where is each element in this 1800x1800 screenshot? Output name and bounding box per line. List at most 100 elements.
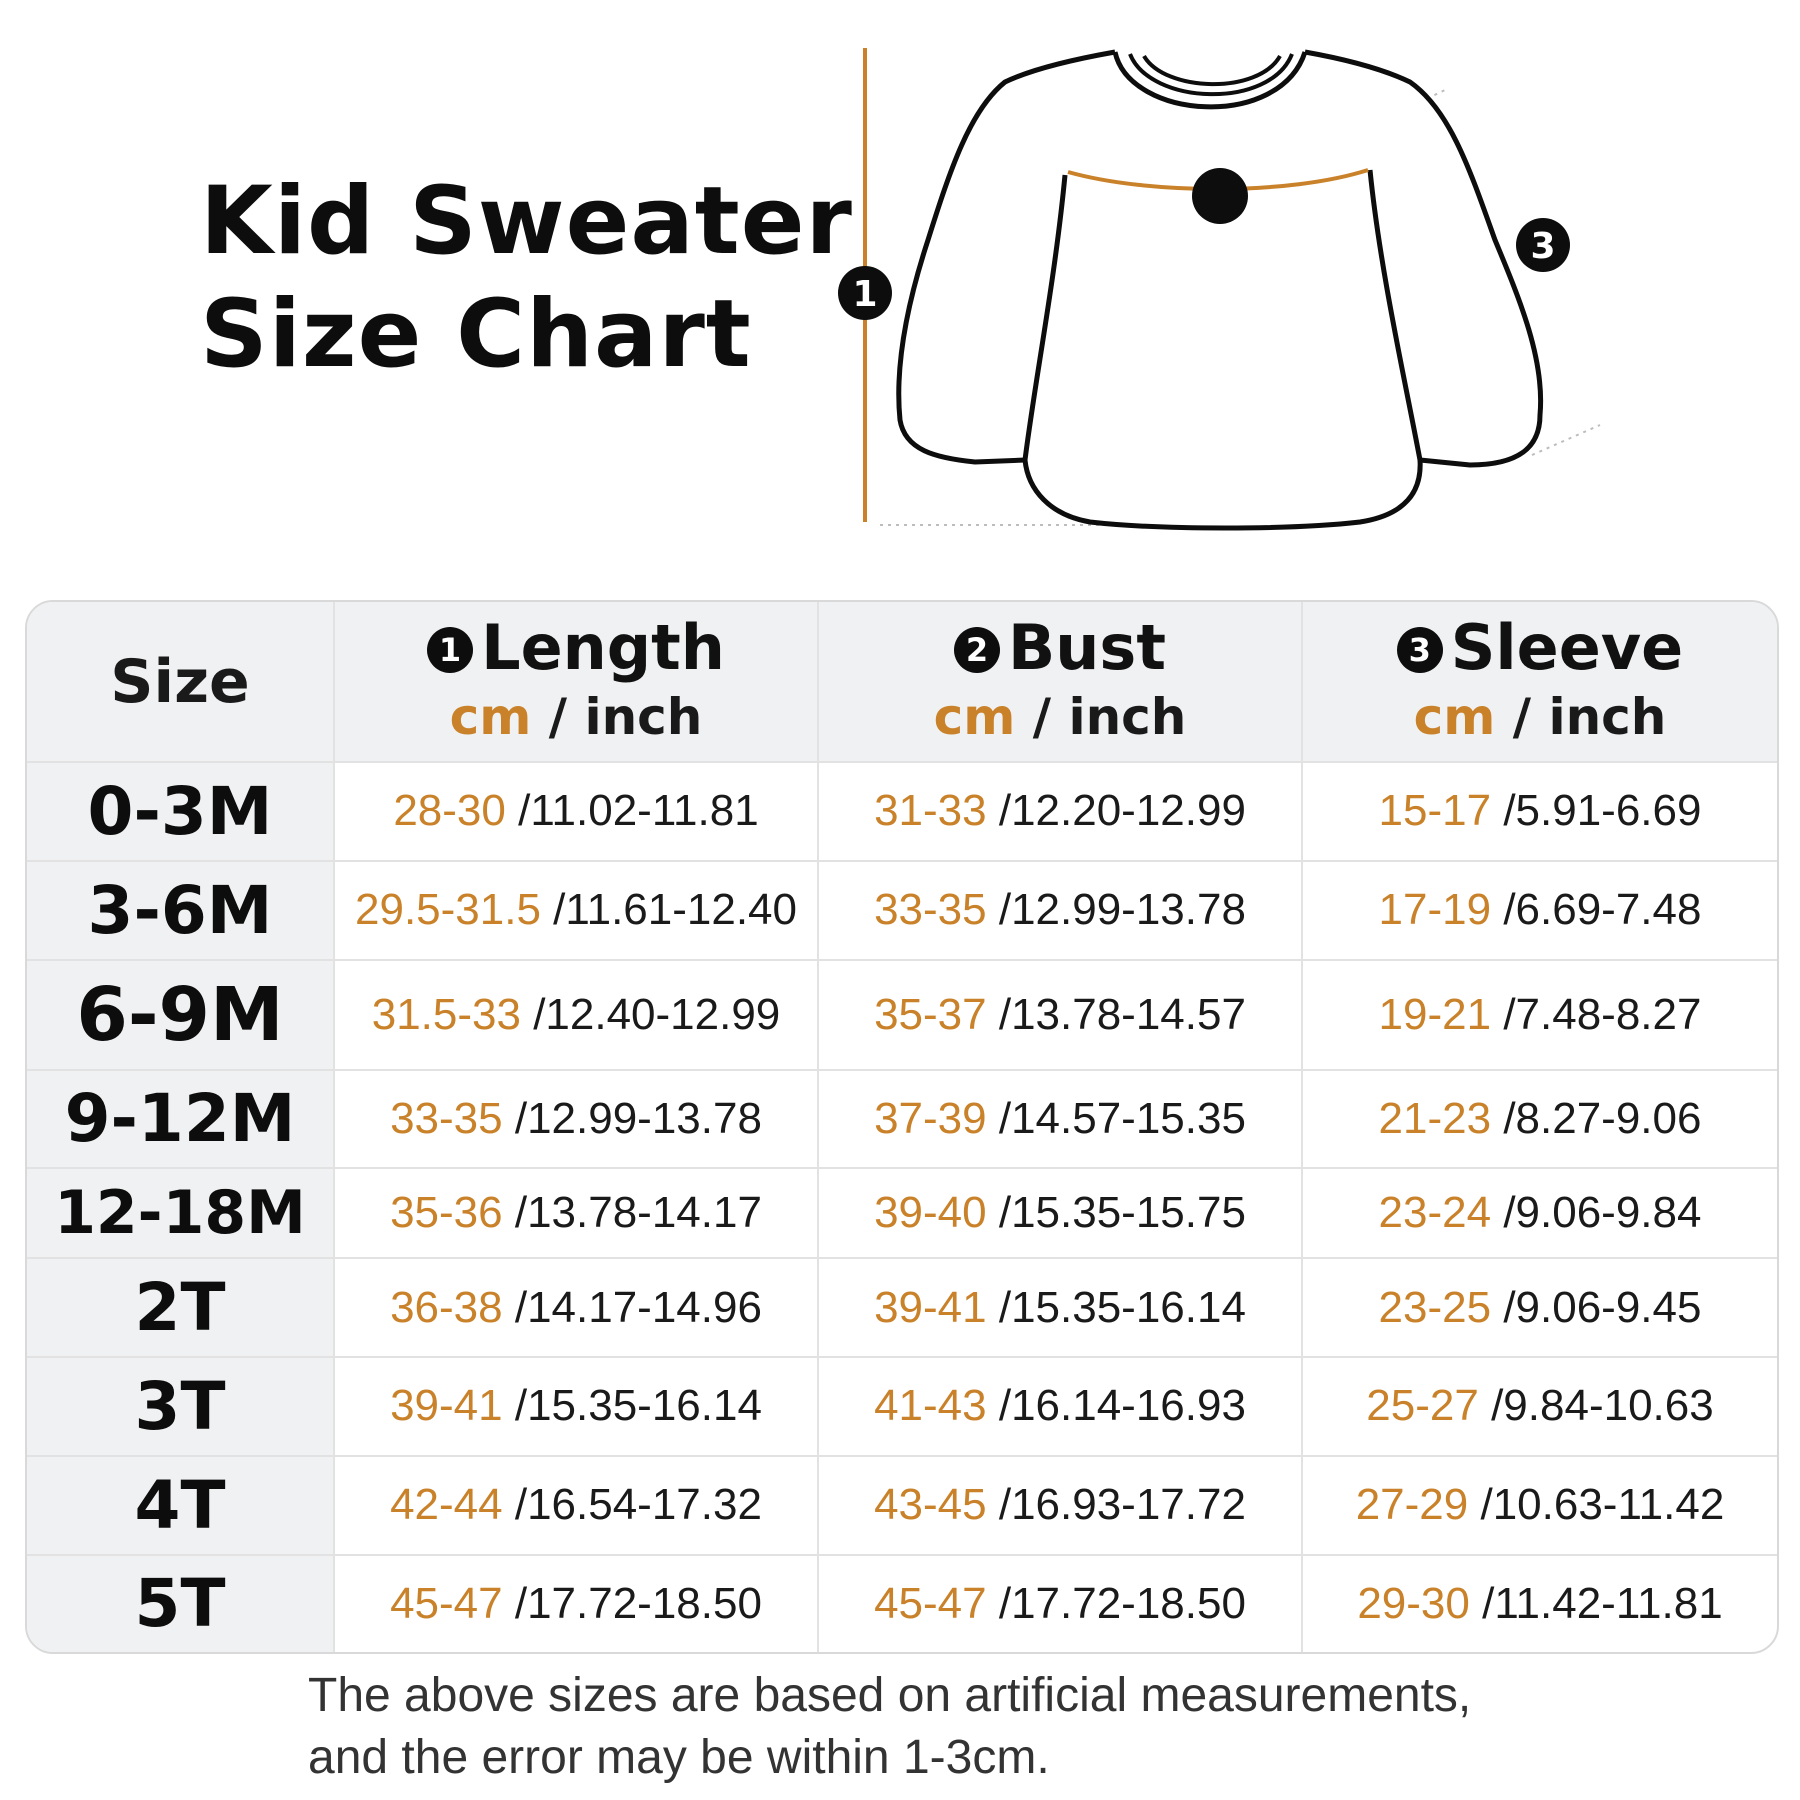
- bust-cm-value: 35-37: [874, 989, 987, 1039]
- measurement-note: The above sizes are based on artificial …: [308, 1665, 1471, 1789]
- sleeve-value-cell: 25-27 /9.84-10.63: [1301, 1356, 1777, 1457]
- bust-cm-value: 37-39: [874, 1093, 987, 1143]
- bust-number-badge: 2: [954, 626, 1001, 673]
- bust-inch-value: /17.72-18.50: [998, 1578, 1246, 1628]
- sleeve-value-cell: 15-17 /5.91-6.69: [1301, 761, 1777, 862]
- table-row: 3T 39-41 /15.35-16.14 41-43 /16.14-16.93…: [27, 1356, 1777, 1457]
- size-cell: 0-3M: [27, 761, 335, 862]
- table-row: 2T 36-38 /14.17-14.96 39-41 /15.35-16.14…: [27, 1257, 1777, 1358]
- bust-unit-separator: /: [1032, 687, 1052, 746]
- sweater-diagram: 1 3: [838, 48, 1601, 531]
- size-cell: 12-18M: [27, 1167, 335, 1260]
- bust-unit-inch: inch: [1068, 687, 1187, 746]
- length-header-title: 1 Length: [335, 610, 817, 684]
- sleeve-cm-value: 23-25: [1378, 1282, 1492, 1332]
- collar-inner-2: [1142, 54, 1282, 87]
- length-cm-value: 45-47: [390, 1578, 503, 1628]
- table-row: 5T 45-47 /17.72-18.50 45-47 /17.72-18.50…: [27, 1553, 1777, 1652]
- length-cm-value: 39-41: [390, 1381, 503, 1431]
- sleeve-header-label: Sleeve: [1450, 610, 1684, 684]
- bust-inch-value: /15.35-15.75: [998, 1188, 1246, 1238]
- sleeve-header-cell: 3 Sleeve cm / inch: [1301, 602, 1777, 763]
- sleeve-inch-value: /5.91-6.69: [1503, 786, 1702, 836]
- length-value-cell: 31.5-33 /12.40-12.99: [333, 958, 819, 1071]
- sleeve-cm-value: 21-23: [1378, 1093, 1492, 1143]
- sleeve-inch-value: /9.06-9.45: [1503, 1282, 1702, 1332]
- length-inch-value: /11.61-12.40: [553, 885, 797, 935]
- marker-1-label: 1: [852, 274, 877, 315]
- bust-value-cell: 41-43 /16.14-16.93: [817, 1356, 1303, 1457]
- length-value-cell: 35-36 /13.78-14.17: [333, 1167, 819, 1260]
- bust-value-cell: 37-39 /14.57-15.35: [817, 1068, 1303, 1170]
- length-cm-value: 42-44: [390, 1480, 503, 1530]
- size-header-label: Size: [110, 646, 250, 717]
- sleeve-inch-value: /6.69-7.48: [1503, 885, 1702, 935]
- length-inch-value: /15.35-16.14: [514, 1381, 762, 1431]
- sleeve-inch-value: /9.84-10.63: [1491, 1381, 1714, 1431]
- length-unit-inch: inch: [584, 687, 703, 746]
- table-row: 9-12M 33-35 /12.99-13.78 37-39 /14.57-15…: [27, 1068, 1777, 1170]
- size-cell: 4T: [27, 1454, 335, 1556]
- collar-inner-1: [1128, 53, 1294, 97]
- sleeve-value-cell: 23-24 /9.06-9.84: [1301, 1167, 1777, 1260]
- sleeve-inch-value: /9.06-9.84: [1503, 1188, 1702, 1238]
- length-value-cell: 42-44 /16.54-17.32: [333, 1454, 819, 1556]
- sleeve-value-cell: 23-25 /9.06-9.45: [1301, 1257, 1777, 1358]
- table-row: 4T 42-44 /16.54-17.32 43-45 /16.93-17.72…: [27, 1454, 1777, 1556]
- sweater-outline: [896, 49, 1544, 531]
- length-inch-value: /11.02-11.81: [518, 786, 759, 836]
- size-cell: 3-6M: [27, 859, 335, 961]
- table-row: 12-18M 35-36 /13.78-14.17 39-40 /15.35-1…: [27, 1167, 1777, 1260]
- sleeve-header-units: cm / inch: [1303, 683, 1777, 751]
- bust-inch-value: /16.93-17.72: [998, 1480, 1246, 1530]
- marker-1-badge: [838, 266, 892, 320]
- sleeve-number-badge: 3: [1396, 626, 1443, 673]
- length-header-units: cm / inch: [335, 683, 817, 751]
- page-title-line-2: Size Chart: [200, 280, 752, 389]
- sleeve-inch-value: /7.48-8.27: [1503, 989, 1702, 1039]
- bust-value-cell: 31-33 /12.20-12.99: [817, 761, 1303, 862]
- length-cm-value: 31.5-33: [371, 989, 521, 1039]
- bust-inch-value: /16.14-16.93: [998, 1381, 1246, 1431]
- length-value-cell: 45-47 /17.72-18.50: [333, 1553, 819, 1652]
- sleeve-unit-separator: /: [1512, 687, 1532, 746]
- length-header-cell: 1 Length cm / inch: [333, 602, 819, 763]
- measurement-note-line-1: The above sizes are based on artificial …: [308, 1669, 1472, 1722]
- right-armhole-line: [1367, 169, 1423, 461]
- size-cell: 2T: [27, 1257, 335, 1358]
- sleeve-value-cell: 19-21 /7.48-8.27: [1301, 958, 1777, 1071]
- table-row: 6-9M 31.5-33 /12.40-12.99 35-37 /13.78-1…: [27, 958, 1777, 1071]
- sleeve-value-cell: 21-23 /8.27-9.06: [1301, 1068, 1777, 1170]
- length-value-cell: 36-38 /14.17-14.96: [333, 1257, 819, 1358]
- bust-value-cell: 45-47 /17.72-18.50: [817, 1553, 1303, 1652]
- length-header-label: Length: [481, 610, 725, 684]
- length-value-cell: 39-41 /15.35-16.14: [333, 1356, 819, 1457]
- sleeve-unit-inch: inch: [1548, 687, 1667, 746]
- bust-inch-value: /15.35-16.14: [998, 1282, 1246, 1332]
- length-cm-value: 36-38: [390, 1282, 503, 1332]
- bust-value-cell: 35-37 /13.78-14.57: [817, 958, 1303, 1071]
- sleeve-cm-value: 15-17: [1378, 786, 1492, 836]
- sleeve-header-title: 3 Sleeve: [1303, 610, 1777, 684]
- collar-outer: [1112, 51, 1308, 110]
- bust-value-cell: 43-45 /16.93-17.72: [817, 1454, 1303, 1556]
- length-cm-value: 29.5-31.5: [355, 885, 541, 935]
- sleeve-inch-value: /10.63-11.42: [1480, 1480, 1725, 1530]
- bust-cm-value: 45-47: [874, 1578, 987, 1628]
- length-value-cell: 33-35 /12.99-13.78: [333, 1068, 819, 1170]
- length-value-cell: 29.5-31.5 /11.61-12.40: [333, 859, 819, 961]
- bust-header-title: 2 Bust: [819, 612, 1301, 683]
- marker-3-badge: [1516, 218, 1570, 272]
- bust-value-cell: 39-41 /15.35-16.14: [817, 1257, 1303, 1358]
- length-inch-value: /12.99-13.78: [514, 1093, 762, 1143]
- bust-inch-value: /14.57-15.35: [998, 1093, 1246, 1143]
- bust-cm-value: 43-45: [874, 1480, 987, 1530]
- bust-cm-value: 39-41: [874, 1282, 987, 1332]
- length-inch-value: /13.78-14.17: [514, 1188, 762, 1238]
- page-title-line-1: Kid Sweater: [200, 167, 853, 276]
- bust-inch-value: /13.78-14.57: [998, 989, 1246, 1039]
- sleeve-cm-value: 19-21: [1378, 989, 1492, 1039]
- sleeve-cm-value: 25-27: [1366, 1381, 1479, 1431]
- size-cell: 9-12M: [27, 1068, 335, 1170]
- sleeve-value-cell: 27-29 /10.63-11.42: [1301, 1454, 1777, 1556]
